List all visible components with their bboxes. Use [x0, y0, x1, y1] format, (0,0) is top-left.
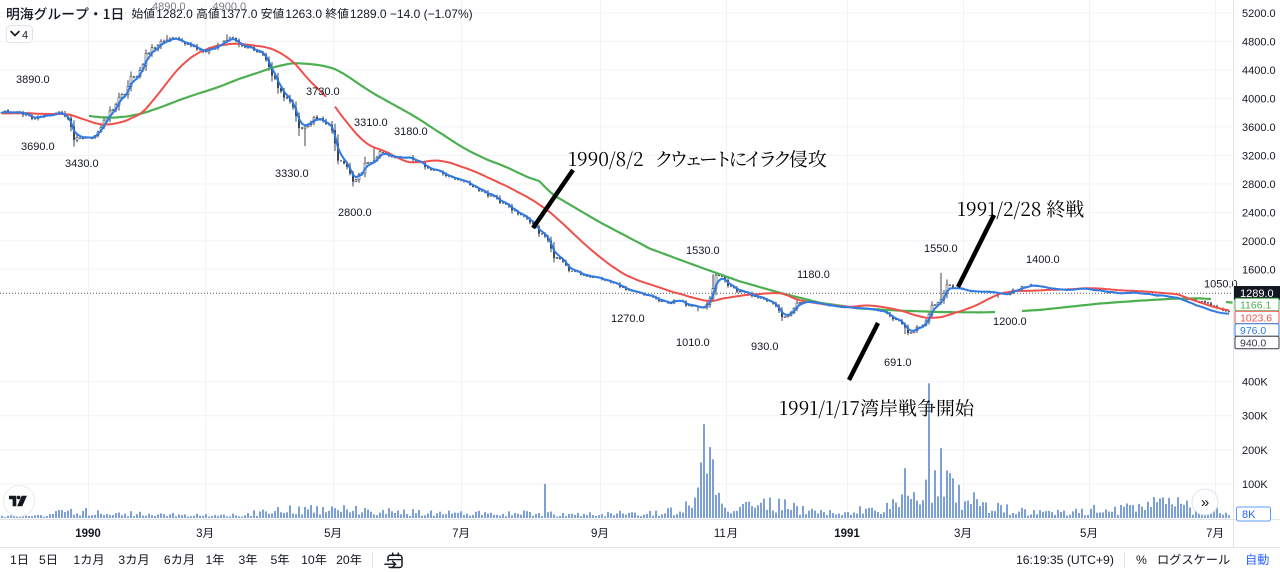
svg-text:1289.0: 1289.0	[1240, 288, 1274, 300]
svg-text:2400.0: 2400.0	[1242, 207, 1276, 219]
svg-text:300K: 300K	[1242, 411, 1268, 423]
svg-text:1377.0: 1377.0	[221, 7, 258, 21]
svg-text:3: 3	[954, 528, 960, 540]
svg-text:6: 6	[164, 553, 171, 567]
svg-text:4400.0: 4400.0	[1242, 65, 1276, 77]
svg-text:4890.0: 4890.0	[152, 1, 186, 13]
svg-text:1: 1	[206, 553, 213, 567]
svg-text:4: 4	[22, 30, 28, 42]
svg-text:691.0: 691.0	[884, 357, 912, 369]
svg-text:1180.0: 1180.0	[797, 269, 830, 281]
svg-text:5: 5	[39, 553, 46, 567]
svg-text:100K: 100K	[1242, 479, 1268, 491]
svg-text:5: 5	[271, 553, 278, 567]
svg-text:1282.0: 1282.0	[156, 7, 193, 21]
svg-text:3180.0: 3180.0	[394, 126, 428, 138]
svg-text:»: »	[1201, 494, 1209, 511]
svg-text:2000.0: 2000.0	[1242, 236, 1276, 248]
svg-text:1550.0: 1550.0	[924, 243, 958, 255]
svg-text:7: 7	[1206, 528, 1212, 540]
svg-text:1600.0: 1600.0	[1242, 264, 1276, 276]
svg-text:3430.0: 3430.0	[65, 158, 99, 170]
svg-text:5: 5	[324, 528, 330, 540]
svg-text:400K: 400K	[1242, 377, 1268, 389]
svg-text:1023.6: 1023.6	[1240, 312, 1272, 324]
svg-text:%: %	[1136, 553, 1147, 567]
svg-text:4900.0: 4900.0	[213, 1, 247, 13]
svg-text:3200.0: 3200.0	[1242, 150, 1276, 162]
svg-text:1991: 1991	[834, 528, 860, 540]
svg-text:9: 9	[591, 528, 597, 540]
svg-text:2800.0: 2800.0	[338, 207, 372, 219]
svg-text:16:19:35 (UTC+9): 16:19:35 (UTC+9)	[1016, 553, 1114, 567]
svg-text:11: 11	[714, 528, 726, 540]
svg-text:1050.0: 1050.0	[1204, 279, 1238, 291]
svg-text:1530.0: 1530.0	[686, 245, 720, 257]
svg-text:200K: 200K	[1242, 445, 1268, 457]
svg-text:940.0: 940.0	[1240, 337, 1266, 349]
svg-text:3690.0: 3690.0	[21, 141, 55, 153]
svg-text:20: 20	[336, 553, 350, 567]
svg-text:4000.0: 4000.0	[1242, 93, 1276, 105]
svg-text:8K: 8K	[1242, 509, 1256, 521]
svg-text:1990: 1990	[75, 528, 101, 540]
svg-text:1010.0: 1010.0	[676, 337, 710, 349]
svg-text:4800.0: 4800.0	[1242, 37, 1276, 49]
svg-text:1: 1	[10, 553, 17, 567]
svg-text:3890.0: 3890.0	[16, 74, 50, 86]
svg-text:5200.0: 5200.0	[1242, 8, 1276, 20]
svg-text:3600.0: 3600.0	[1242, 122, 1276, 134]
svg-text:5: 5	[1080, 528, 1086, 540]
svg-text:1263.0: 1263.0	[285, 7, 322, 21]
svg-text:3: 3	[196, 528, 202, 540]
svg-text:3330.0: 3330.0	[275, 168, 309, 180]
svg-text:1166.1: 1166.1	[1240, 299, 1271, 311]
svg-text:976.0: 976.0	[1240, 325, 1266, 337]
svg-text:1289.0: 1289.0	[350, 7, 387, 21]
svg-text:−14.0 (−1.07%): −14.0 (−1.07%)	[390, 7, 473, 21]
svg-text:2800.0: 2800.0	[1242, 179, 1276, 191]
svg-text:3730.0: 3730.0	[306, 86, 340, 98]
svg-text:10: 10	[301, 553, 315, 567]
svg-text:3: 3	[239, 553, 246, 567]
svg-text:1400.0: 1400.0	[1026, 254, 1060, 266]
svg-text:1270.0: 1270.0	[611, 313, 645, 325]
svg-text:1: 1	[73, 553, 80, 567]
svg-text:3: 3	[118, 553, 125, 567]
svg-text:930.0: 930.0	[751, 341, 779, 353]
svg-text:7: 7	[452, 528, 458, 540]
svg-text:1200.0: 1200.0	[993, 316, 1027, 328]
svg-text:3310.0: 3310.0	[354, 117, 388, 129]
